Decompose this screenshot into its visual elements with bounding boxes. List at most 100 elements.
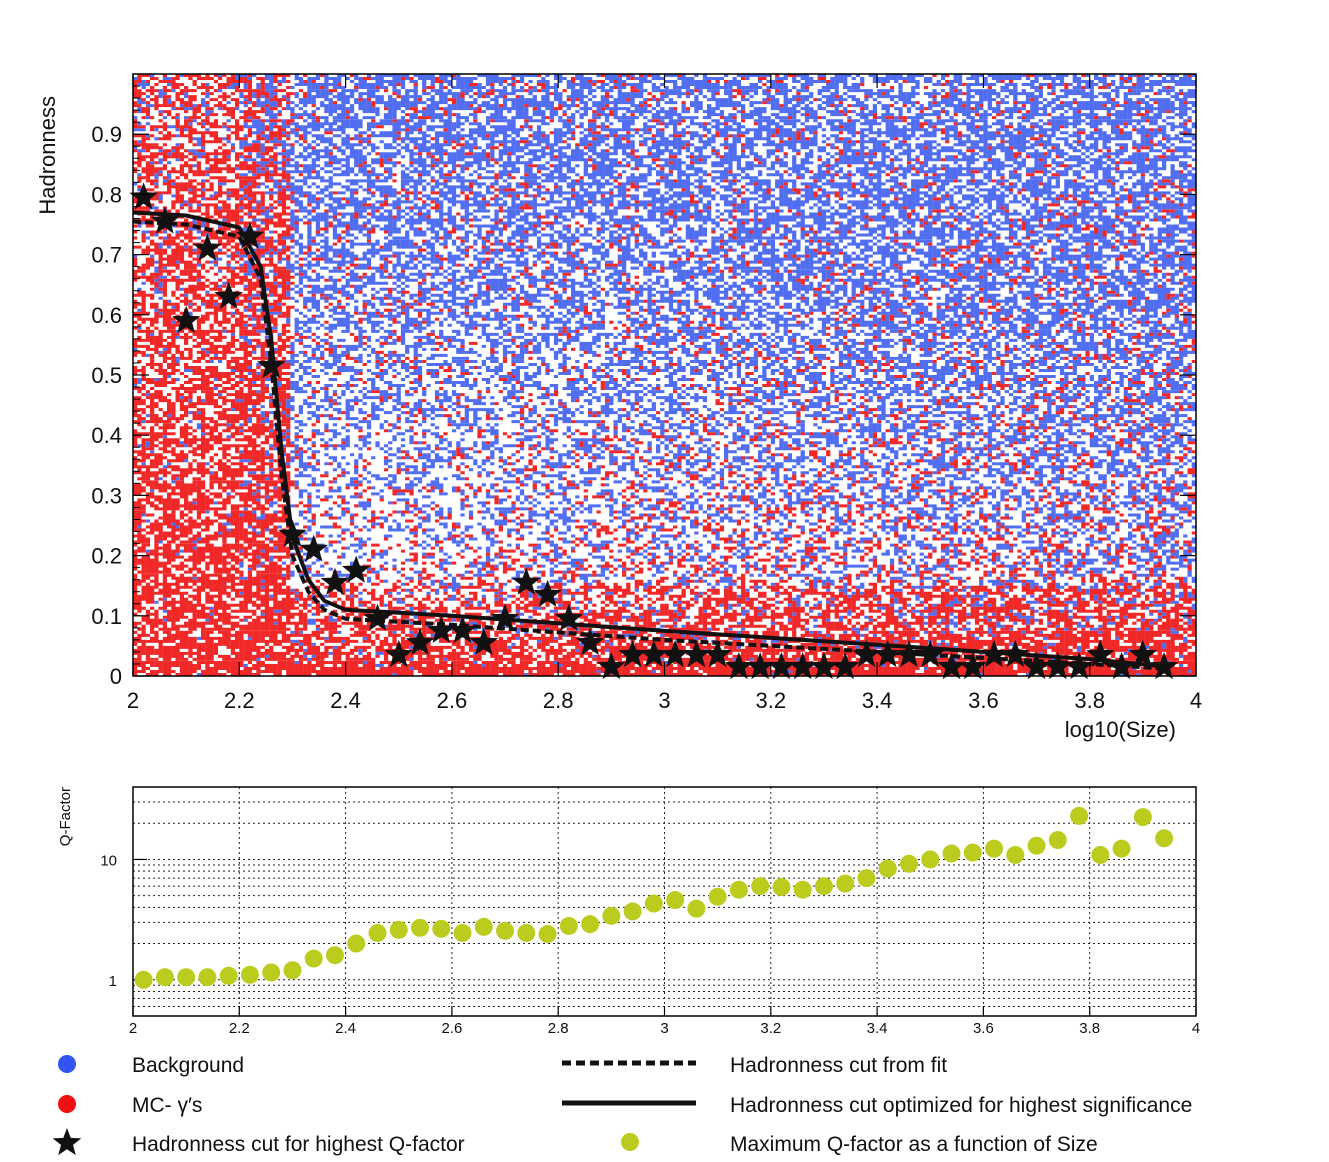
top-x-tick-label: 2.8 [543, 688, 574, 713]
q-factor-star [448, 615, 477, 643]
top-y-tick-label: 0.3 [91, 483, 122, 508]
q-factor-star [235, 221, 265, 249]
q-factor-points [134, 806, 1174, 989]
q-factor-star [1022, 652, 1051, 680]
q-factor-star [150, 206, 180, 234]
q-factor-point [963, 843, 982, 862]
q-factor-point [793, 880, 812, 899]
q-factor-point [262, 963, 281, 982]
q-factor-point [985, 839, 1004, 858]
top-y-tick-label: 0.7 [91, 243, 122, 268]
q-factor-star [1043, 652, 1073, 680]
bottom-x-tick-label: 2 [129, 1020, 137, 1037]
top-y-tick-label: 0 [110, 664, 122, 689]
q-factor-point [517, 923, 536, 942]
q-factor-point [559, 916, 578, 935]
q-factor-point [1133, 808, 1152, 827]
legend-solid-line-label: Hadronness cut optimized for highest sig… [730, 1094, 1192, 1117]
top-y-tick-label: 0.4 [91, 423, 122, 448]
q-factor-point [602, 906, 621, 925]
top-x-tick-label: 3.8 [1074, 688, 1105, 713]
legend-q-factor-label: Maximum Q-factor as a function of Size [730, 1133, 1098, 1156]
fit-cut-line [132, 219, 1170, 671]
top-x-tick-label: 2.6 [437, 688, 468, 713]
q-factor-star [809, 652, 839, 680]
q-factor-star [1064, 652, 1094, 680]
top-x-tick-label: 3.6 [968, 688, 999, 713]
bottom-x-tick-label: 3 [660, 1020, 668, 1037]
q-factor-point [1070, 806, 1089, 825]
q-factor-point [1112, 839, 1131, 858]
hadronness-scatter-panel: 2 2.2 2.4 2.6 2.8 3 3.2 3.4 3.6 3.8 4 0 0.1 0.2 0.3 0.4… [35, 73, 1202, 742]
q-factor-point [219, 966, 238, 985]
q-factor-star [830, 652, 860, 680]
q-factor-point [538, 925, 557, 944]
q-factor-star [533, 579, 562, 607]
q-factor-star [852, 639, 881, 668]
legend-background-label: Background [132, 1054, 244, 1077]
q-factor-star [490, 603, 520, 631]
q-factor-star [554, 603, 584, 631]
q-factor-point [1048, 831, 1067, 850]
background-events [133, 74, 1196, 677]
q-factor-star [660, 639, 690, 668]
top-x-tick-label: 2.4 [330, 688, 361, 713]
bottom-x-tick-label: 3.8 [1079, 1020, 1100, 1037]
q-factor-star [193, 233, 222, 261]
q-factor-point [836, 874, 855, 893]
legend: Background MC- γ′s Hadronness cut for hi… [52, 1054, 1192, 1156]
top-y-tick-label: 0.9 [91, 122, 122, 147]
q-factor-grid [132, 786, 1197, 1017]
top-y-tick-label: 0.5 [91, 363, 122, 388]
q-factor-star [937, 652, 966, 680]
event-density-cloud [133, 74, 1196, 677]
q-factor-star [788, 652, 817, 680]
q-factor-star [1001, 639, 1030, 668]
bottom-axis-ticks: 2 2.2 2.4 2.6 2.8 3 3.2 3.4 3.6 3.8 4 1 10 [100, 852, 1200, 1037]
q-factor-star [299, 534, 328, 562]
q-factor-star [958, 652, 987, 680]
q-factor-point [198, 968, 217, 987]
top-axis-ticks: 2 2.2 2.4 2.6 2.8 3 3.2 3.4 3.6 3.8 4 0 0.1 0.2 0.3 0.4… [91, 73, 1202, 713]
q-factor-panel: 2 2.2 2.4 2.6 2.8 3 3.2 3.4 3.6 3.8 4 1 10 Q-Factor [57, 786, 1200, 1037]
top-y-tick-label: 0.1 [91, 604, 122, 629]
q-factor-point [666, 891, 685, 910]
top-x-tick-label: 2 [127, 688, 139, 713]
q-factor-star [469, 627, 499, 655]
top-x-tick-label: 3.4 [862, 688, 893, 713]
q-factor-star [639, 639, 669, 668]
q-factor-star [767, 652, 796, 680]
legend-star-label: Hadronness cut for highest Q-factor [132, 1133, 465, 1156]
q-factor-point [899, 854, 918, 873]
q-factor-star [278, 519, 307, 547]
q-factor-star [1107, 652, 1136, 680]
q-factor-point [240, 965, 259, 984]
legend-mc-gamma-label: MC- γ′s [132, 1094, 202, 1117]
top-x-tick-label: 4 [1190, 688, 1202, 713]
top-y-tick-label: 0.8 [91, 182, 122, 207]
top-y-axis-label: Hadronness [35, 96, 60, 215]
bottom-x-tick-label: 2.4 [335, 1020, 356, 1037]
q-factor-star [427, 615, 456, 643]
q-factor-point [708, 887, 727, 906]
bottom-plot-frame [132, 786, 1197, 1017]
top-x-tick-label: 2.2 [224, 688, 255, 713]
q-factor-star [214, 281, 243, 309]
top-x-tick-label: 3 [658, 688, 670, 713]
bottom-x-tick-label: 2.6 [441, 1020, 462, 1037]
q-factor-point [687, 899, 706, 918]
q-factor-point [814, 877, 833, 896]
top-x-tick-label: 3.2 [756, 688, 787, 713]
q-factor-point [751, 877, 770, 896]
q-factor-point [1006, 845, 1025, 864]
q-factor-point [644, 894, 663, 913]
q-factor-star [873, 639, 902, 668]
q-factor-star [894, 639, 924, 668]
bottom-x-tick-label: 4 [1192, 1020, 1200, 1037]
q-factor-point [474, 917, 493, 936]
q-factor-point [878, 859, 897, 878]
q-factor-star [618, 639, 647, 668]
q-factor-star [512, 567, 541, 595]
q-factor-star [363, 603, 392, 631]
q-factor-point [177, 968, 196, 987]
